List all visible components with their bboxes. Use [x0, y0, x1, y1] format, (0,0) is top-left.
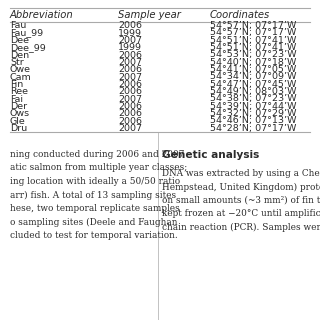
Text: Ree: Ree: [10, 87, 28, 96]
Text: 2006: 2006: [118, 109, 142, 118]
Text: 54°51’N; 07°41’W: 54°51’N; 07°41’W: [210, 36, 296, 45]
Text: 1999: 1999: [118, 43, 142, 52]
Text: Coordinates: Coordinates: [210, 10, 270, 20]
Text: Fau: Fau: [10, 21, 26, 30]
Text: ning conducted during 2006 and 2007: ning conducted during 2006 and 2007: [10, 150, 184, 159]
Text: kept frozen at −20°C until amplificati: kept frozen at −20°C until amplificati: [162, 209, 320, 218]
Text: 2007: 2007: [118, 73, 142, 82]
Text: Str: Str: [10, 58, 24, 67]
Text: on small amounts (~3 mm²) of fin tiss: on small amounts (~3 mm²) of fin tiss: [162, 196, 320, 205]
Text: 54°57’N; 07°17’W: 54°57’N; 07°17’W: [210, 21, 296, 30]
Text: 54°39’N; 07°44’W: 54°39’N; 07°44’W: [210, 102, 297, 111]
Text: 2006: 2006: [118, 65, 142, 74]
Text: Fau_99: Fau_99: [10, 28, 43, 37]
Text: 54°41’N; 07°05’W: 54°41’N; 07°05’W: [210, 65, 296, 74]
Text: 54°46’N; 07°13’W: 54°46’N; 07°13’W: [210, 116, 297, 125]
Text: 2006: 2006: [118, 87, 142, 96]
Text: cluded to test for temporal variation.: cluded to test for temporal variation.: [10, 231, 178, 240]
Text: Hempstead, United Kingdom) protoc: Hempstead, United Kingdom) protoc: [162, 182, 320, 192]
Text: o sampling sites (Deele and Faughan: o sampling sites (Deele and Faughan: [10, 218, 178, 227]
Text: chain reaction (PCR). Samples wer: chain reaction (PCR). Samples wer: [162, 223, 320, 232]
Text: Abbreviation: Abbreviation: [10, 10, 74, 20]
Text: Sample year: Sample year: [118, 10, 181, 20]
Text: 2007: 2007: [118, 124, 142, 133]
Text: Gle: Gle: [10, 116, 26, 125]
Text: Der: Der: [10, 102, 27, 111]
Text: DNA was extracted by using a Chele: DNA was extracted by using a Chele: [162, 169, 320, 178]
Text: 54°47’N; 07°45’W: 54°47’N; 07°45’W: [210, 80, 296, 89]
Text: 1999: 1999: [118, 28, 142, 37]
Text: Dee: Dee: [10, 36, 29, 45]
Text: 2007: 2007: [118, 58, 142, 67]
Text: 2006: 2006: [118, 21, 142, 30]
Text: 54°51’N; 07°41’W: 54°51’N; 07°41’W: [210, 43, 296, 52]
Text: 2006: 2006: [118, 51, 142, 60]
Text: 54°28’N; 07°17’W: 54°28’N; 07°17’W: [210, 124, 296, 133]
Text: Cam: Cam: [10, 73, 32, 82]
Text: arr) fish. A total of 13 sampling sites: arr) fish. A total of 13 sampling sites: [10, 190, 176, 200]
Text: hese, two temporal replicate samples: hese, two temporal replicate samples: [10, 204, 180, 213]
Text: Dee_99: Dee_99: [10, 43, 46, 52]
Text: Ows: Ows: [10, 109, 30, 118]
Text: 2006: 2006: [118, 80, 142, 89]
Text: Den: Den: [10, 51, 29, 60]
Text: Dru: Dru: [10, 124, 27, 133]
Text: 54°49’N; 08°03’W: 54°49’N; 08°03’W: [210, 87, 297, 96]
Text: Fai: Fai: [10, 94, 23, 103]
Text: 54°32’N; 07°29’W: 54°32’N; 07°29’W: [210, 109, 297, 118]
Text: Genetic analysis: Genetic analysis: [162, 150, 259, 160]
Text: Owe: Owe: [10, 65, 31, 74]
Text: 54°40’N; 07°18’W: 54°40’N; 07°18’W: [210, 58, 296, 67]
Text: 54°53’N; 07°23’W: 54°53’N; 07°23’W: [210, 51, 297, 60]
Text: 54°57’N; 07°17’W: 54°57’N; 07°17’W: [210, 28, 296, 37]
Text: 2006: 2006: [118, 102, 142, 111]
Text: 2007: 2007: [118, 36, 142, 45]
Text: 54°38’N; 07°23’W: 54°38’N; 07°23’W: [210, 94, 297, 103]
Text: 2007: 2007: [118, 94, 142, 103]
Text: ing location with ideally a 50/50 ratio: ing location with ideally a 50/50 ratio: [10, 177, 180, 186]
Text: 2006: 2006: [118, 116, 142, 125]
Text: atic salmon from multiple year classes;: atic salmon from multiple year classes;: [10, 164, 187, 172]
Text: Fin: Fin: [10, 80, 23, 89]
Text: 54°34’N; 07°09’W: 54°34’N; 07°09’W: [210, 73, 297, 82]
